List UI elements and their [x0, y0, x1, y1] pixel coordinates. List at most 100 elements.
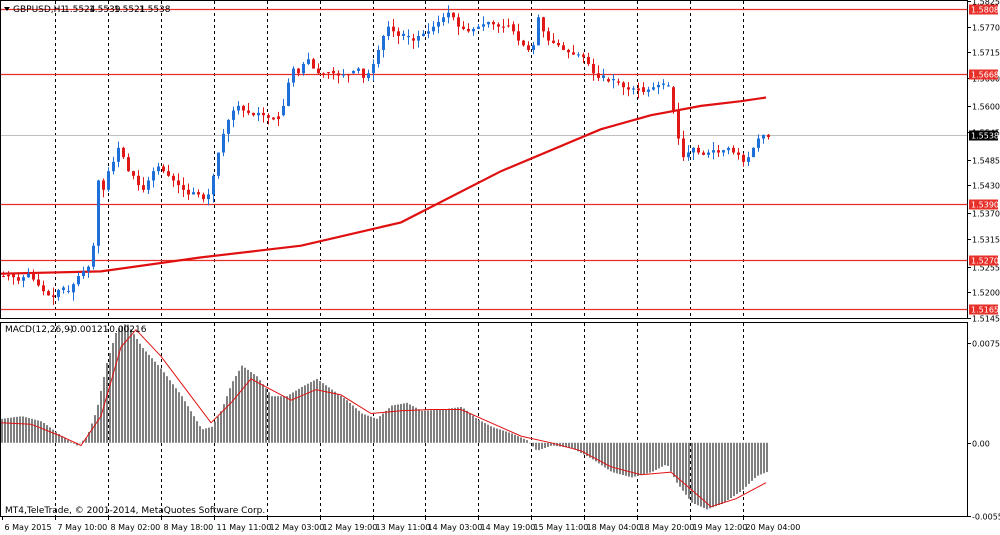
macd-histogram-bar — [520, 437, 522, 443]
macd-histogram-bar — [469, 413, 471, 443]
candle-body — [552, 40, 555, 43]
macd-histogram-bar — [7, 418, 9, 443]
candle-body — [502, 26, 505, 28]
macd-histogram-bar — [334, 391, 336, 443]
macd-histogram-bar — [379, 416, 381, 443]
macd-histogram-bar — [10, 417, 12, 443]
y-tick-label: 1.5825 — [972, 0, 1000, 7]
macd-histogram-bar — [463, 408, 465, 443]
macd-histogram-bar — [547, 442, 549, 447]
macd-histogram-bar — [655, 442, 657, 470]
candle-body — [547, 31, 550, 41]
candle-body — [177, 180, 180, 186]
x-tick-label: 18 May 20:00 — [640, 523, 695, 532]
macd-histogram-bar — [454, 407, 456, 443]
macd-histogram-bar — [64, 438, 66, 443]
x-tick-label: 15 May 11:00 — [534, 523, 589, 532]
candle-body — [37, 279, 40, 286]
macd-histogram-bar — [259, 380, 261, 443]
candle-body — [697, 147, 700, 153]
macd-histogram-bar — [514, 434, 516, 443]
macd-histogram-bar — [670, 442, 672, 472]
macd-histogram-bar — [31, 418, 33, 443]
macd-histogram-bar — [535, 442, 537, 450]
candle-body — [457, 17, 460, 27]
macd-histogram-bar — [688, 442, 690, 499]
macd-histogram-bar — [562, 442, 564, 447]
x-tick-label: 19 May 12:00 — [693, 523, 748, 532]
candle-body — [592, 63, 595, 74]
macd-histogram-bar — [349, 402, 351, 443]
macd-histogram-bar — [553, 442, 555, 446]
candle-body — [297, 68, 300, 74]
candle-body — [122, 147, 125, 158]
candle-body — [647, 89, 650, 92]
chevron-down-icon[interactable] — [4, 7, 10, 11]
macd-histogram-bar — [526, 440, 528, 443]
candle-body — [137, 175, 140, 186]
macd-histogram-bar — [442, 409, 444, 443]
macd-histogram-bar — [685, 442, 687, 495]
candle-body — [617, 81, 620, 83]
candle-body — [232, 110, 235, 120]
candle-body — [182, 185, 185, 190]
macd-histogram-bar — [124, 324, 126, 443]
macd-histogram-bar — [43, 422, 45, 443]
candle-body — [287, 82, 290, 106]
candle-body — [682, 138, 685, 158]
candle-body — [657, 84, 660, 88]
macd-histogram-bar — [406, 402, 408, 443]
macd-histogram-bar — [544, 442, 546, 448]
candle-body — [42, 285, 45, 292]
macd-histogram-bar — [559, 442, 561, 447]
candle-body — [482, 24, 485, 27]
candle-body — [277, 116, 280, 120]
macd-histogram-bar — [760, 442, 762, 475]
macd-histogram-bar — [574, 442, 576, 450]
candle-body — [342, 74, 345, 76]
candle-body — [262, 112, 265, 116]
candle-body — [432, 26, 435, 32]
current-price-badge — [969, 130, 998, 141]
horizontal-levels[interactable] — [1, 8, 967, 311]
macd-histogram-bar — [205, 428, 207, 443]
candle-body — [392, 26, 395, 32]
macd-histogram-bar — [751, 442, 753, 481]
macd-histogram-bar — [394, 404, 396, 443]
macd-histogram-bar — [106, 362, 108, 443]
candle-body — [677, 110, 680, 139]
candle-body — [22, 277, 25, 281]
macd-signal-line — [0, 328, 767, 508]
candle-body — [542, 17, 545, 32]
macd-histogram-bar — [388, 408, 390, 443]
candle-body — [472, 28, 475, 32]
macd-histogram-bar — [91, 423, 93, 443]
macd-histogram-bar — [55, 431, 57, 443]
macd-y-tick-label: 0.00 — [972, 440, 990, 449]
macd-histogram-bar — [445, 408, 447, 443]
macd-histogram-bar — [241, 365, 243, 443]
macd-histogram-bar — [202, 429, 204, 443]
macd-histogram-bar — [376, 418, 378, 443]
candle-body — [707, 152, 710, 155]
macd-histogram-bar — [550, 442, 552, 446]
macd-histogram-bar — [745, 442, 747, 487]
macd-histogram-bar — [451, 408, 453, 443]
macd-histogram-bar — [235, 375, 237, 443]
macd-histogram-bar — [529, 442, 531, 444]
macd-histogram-bar — [370, 416, 372, 443]
macd-histogram-bar — [496, 428, 498, 443]
macd-histogram-bar — [97, 404, 99, 443]
y-tick-label: 1.5145 — [972, 315, 1000, 324]
macd-histogram-bar — [592, 442, 594, 460]
macd-histogram-bar — [646, 442, 648, 474]
macd-histogram-bar — [472, 415, 474, 443]
macd-histogram-bar — [700, 442, 702, 507]
macd-histogram-bar — [415, 407, 417, 443]
macd-histogram-bar — [508, 432, 510, 443]
candle-body — [337, 73, 340, 76]
macd-histogram-bar — [517, 436, 519, 443]
candle-body — [267, 115, 270, 118]
candle-body — [652, 87, 655, 90]
